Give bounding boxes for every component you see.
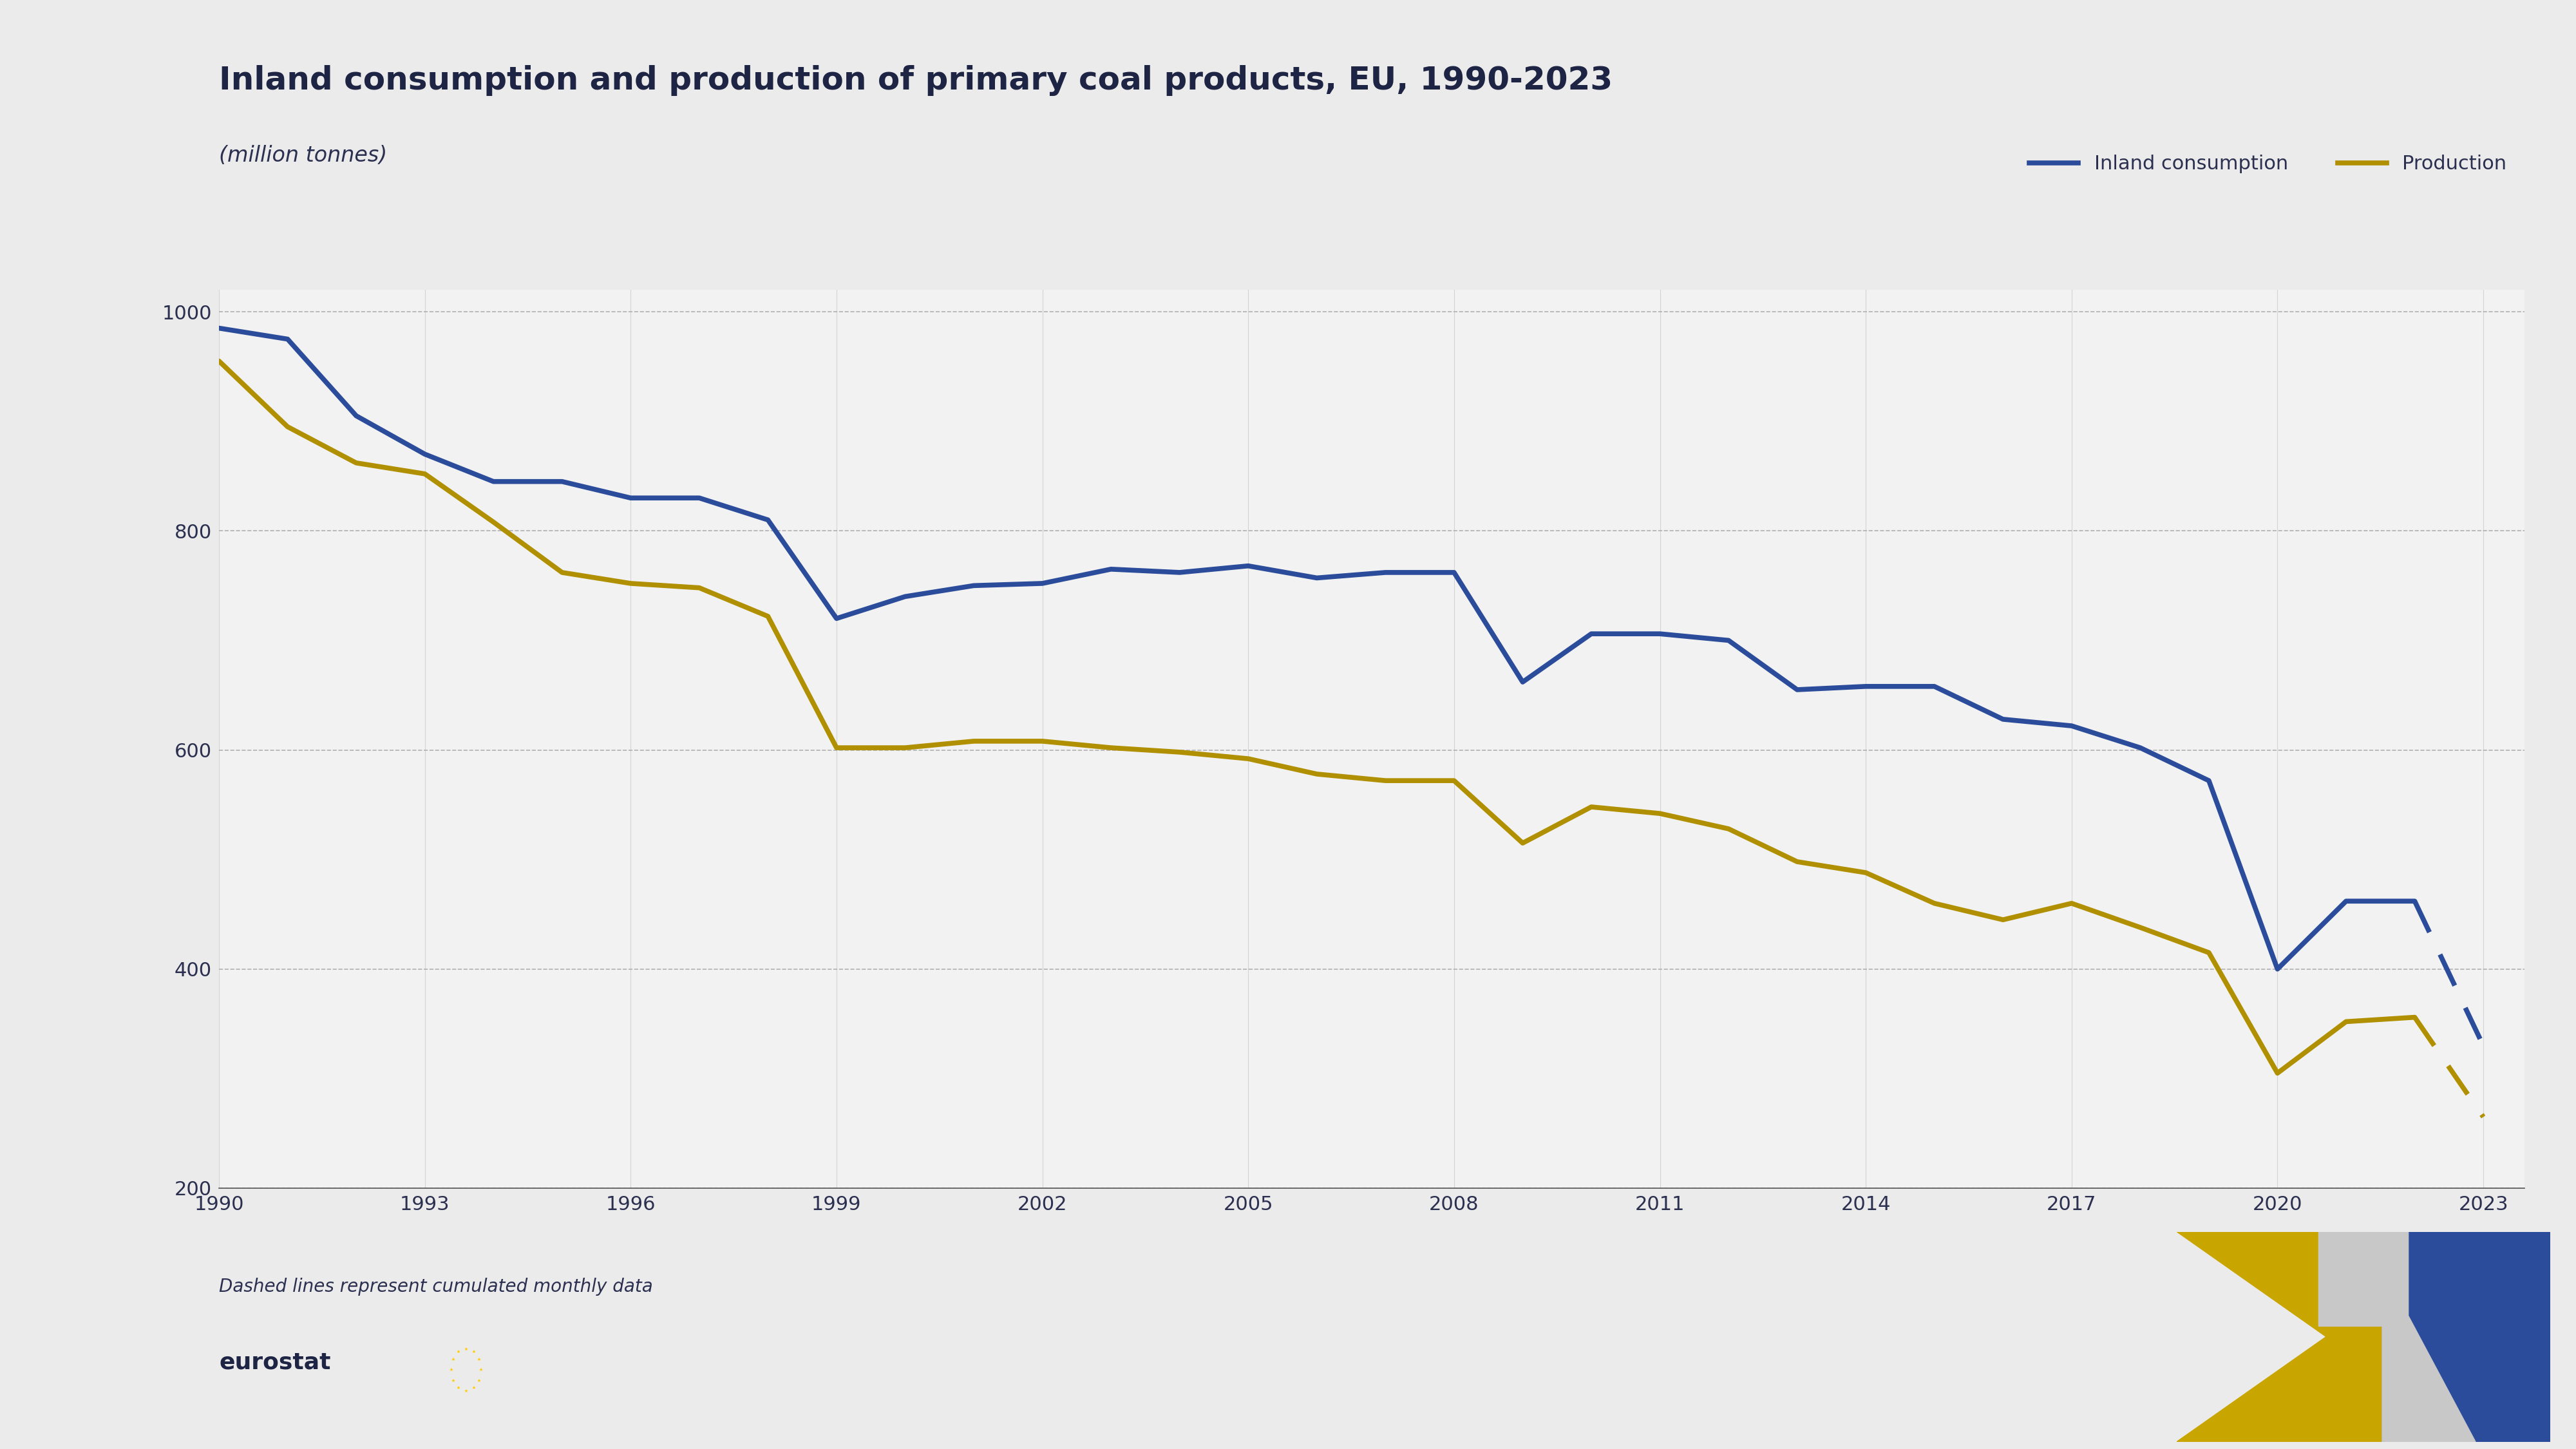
Text: eurostat: eurostat xyxy=(219,1350,330,1374)
Text: (million tonnes): (million tonnes) xyxy=(219,145,386,167)
Polygon shape xyxy=(2344,1232,2550,1442)
Text: Inland consumption and production of primary coal products, EU, 1990-2023: Inland consumption and production of pri… xyxy=(219,65,1613,96)
Polygon shape xyxy=(2318,1232,2476,1442)
Polygon shape xyxy=(2177,1232,2383,1442)
Legend: Inland consumption, Production: Inland consumption, Production xyxy=(2022,146,2514,181)
Text: Dashed lines represent cumulated monthly data: Dashed lines represent cumulated monthly… xyxy=(219,1278,652,1295)
